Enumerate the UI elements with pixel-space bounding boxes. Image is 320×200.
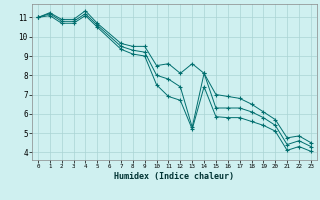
X-axis label: Humidex (Indice chaleur): Humidex (Indice chaleur) [115,172,234,181]
